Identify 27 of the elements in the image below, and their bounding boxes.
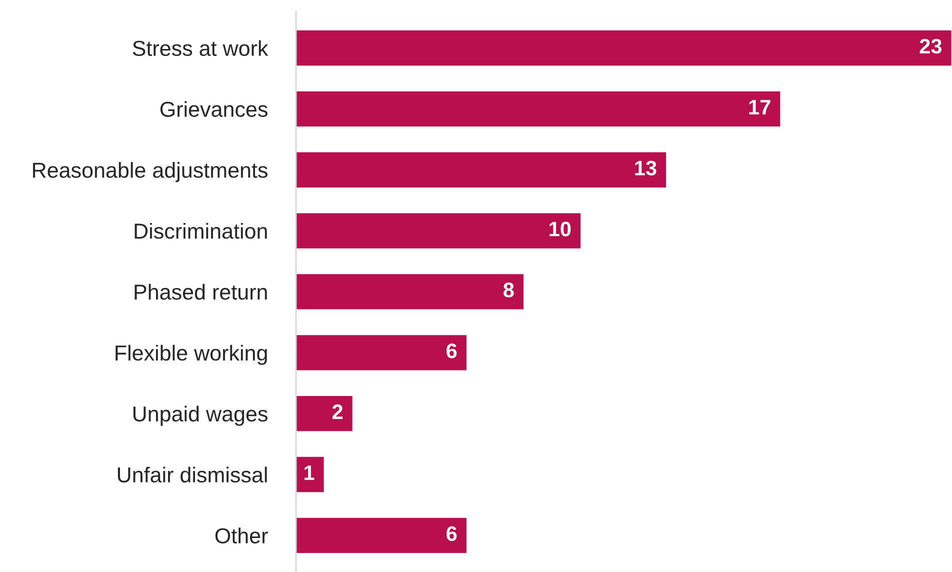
data-label: 6 (446, 526, 457, 542)
y-tick-label: Phased return (134, 284, 267, 300)
y-tick-label: Stress at work (132, 40, 268, 56)
data-label: 1 (304, 466, 314, 480)
bar (296, 516, 468, 554)
data-label: 13 (635, 160, 656, 176)
bar (296, 90, 782, 128)
bar (296, 212, 582, 250)
y-tick-label: Unpaid wages (133, 406, 268, 426)
data-label: 6 (446, 343, 457, 358)
data-label: 2 (332, 404, 342, 419)
bar (296, 394, 354, 433)
bar (296, 272, 525, 311)
y-tick-label: Reasonable adjustments (33, 162, 268, 182)
data-label: 17 (749, 100, 770, 114)
y-tick-label: Other (215, 528, 268, 544)
y-tick-label: Flexible working (116, 344, 267, 365)
data-label: 23 (920, 38, 942, 54)
y-tick-label: Unfair dismissal (118, 466, 267, 483)
data-label: 10 (550, 222, 571, 236)
bar (296, 29, 952, 67)
bar (296, 456, 326, 494)
y-tick-label: Discrimination (134, 222, 267, 239)
bar (296, 334, 468, 372)
y-tick-label: Grievances (160, 101, 268, 117)
data-label: 8 (504, 282, 514, 298)
bar (296, 150, 668, 189)
